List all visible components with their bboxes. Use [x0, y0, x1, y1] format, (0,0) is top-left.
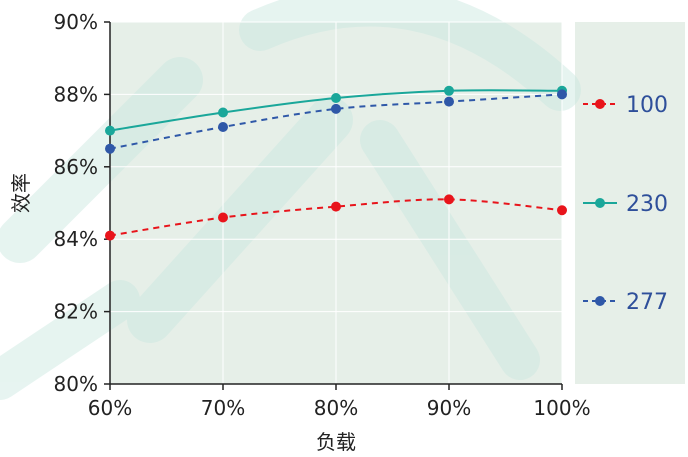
x-tick-label: 60%	[88, 396, 132, 420]
x-tick-label: 70%	[201, 396, 245, 420]
data-point-277	[444, 96, 454, 107]
data-point-277	[105, 143, 115, 154]
data-point-100	[331, 201, 341, 212]
legend: 100 230 277	[583, 93, 668, 315]
y-axis-label: 效率	[9, 173, 33, 213]
data-point-230	[331, 93, 341, 104]
data-point-100	[218, 212, 228, 223]
data-point-277	[557, 89, 567, 100]
tick-labels: 80% 82% 84% 86% 88% 90% 60% 70% 80% 90% 100%	[54, 10, 591, 420]
data-point-100	[444, 194, 454, 205]
data-point-230	[105, 125, 115, 136]
x-axis-label: 负载	[316, 430, 356, 454]
data-point-100	[105, 230, 115, 241]
y-tick-label: 90%	[54, 10, 98, 34]
x-tick-label: 80%	[314, 396, 358, 420]
y-tick-label: 82%	[54, 300, 98, 324]
series-line-100	[109, 198, 563, 237]
watermark	[0, 0, 581, 400]
x-tick-label: 100%	[533, 396, 590, 420]
y-tick-label: 86%	[54, 155, 98, 179]
series-lines	[105, 85, 567, 241]
data-point-100	[557, 205, 567, 216]
legend-swatch-marker-100	[595, 99, 605, 109]
data-point-230	[444, 85, 454, 96]
x-tick-label: 90%	[427, 396, 471, 420]
legend-label-230: 230	[626, 192, 668, 217]
data-point-277	[218, 121, 228, 132]
y-tick-label: 80%	[54, 372, 98, 396]
y-tick-label: 84%	[54, 227, 98, 251]
legend-label-100: 100	[626, 93, 668, 118]
y-tick-label: 88%	[54, 82, 98, 106]
legend-swatch-marker-230	[595, 198, 605, 208]
legend-label-277: 277	[626, 290, 668, 315]
legend-swatch-marker-277	[595, 296, 605, 306]
data-point-277	[331, 103, 341, 114]
data-point-230	[218, 107, 228, 118]
